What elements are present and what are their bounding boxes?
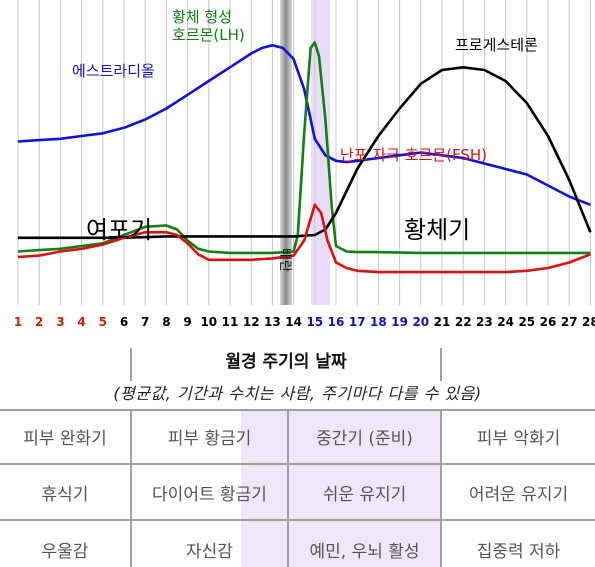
series-label-fsh: 난포 자극 호르몬(FSH)	[340, 146, 487, 164]
table-divider	[0, 519, 595, 521]
table-cell: 피부 악화기	[476, 429, 561, 449]
table-subtitle: (평균값, 기간과 수치는 사람, 주기마다 다를 수 있음)	[113, 384, 482, 403]
table-cell: 쉬운 유지기	[322, 485, 407, 505]
day-tick-label: 26	[540, 315, 557, 329]
series-line-0	[17, 43, 591, 207]
phase-label-luteal: 황체기	[404, 216, 470, 244]
day-tick-label: 24	[497, 315, 514, 329]
series-label-progesterone: 프로게스테론	[455, 36, 538, 54]
day-tick-label: 7	[141, 315, 149, 329]
day-tick-label: 21	[434, 315, 451, 329]
table-title: 월경 주기의 날짜	[225, 352, 347, 372]
day-tick-label: 14	[285, 315, 302, 329]
day-tick-label: 8	[162, 315, 170, 329]
phase-label-follicular: 여포기	[86, 216, 152, 244]
ovulation-band	[280, 0, 292, 305]
table-highlight-band	[241, 410, 289, 567]
series-label-lh-line2: 호르몬(LH)	[172, 26, 245, 44]
day-tick-label: 2	[35, 315, 43, 329]
day-tick-label: 23	[476, 315, 493, 329]
series-label-estradiol: 에스트라디올	[72, 62, 155, 80]
table-cell: 피부 완화기	[23, 429, 107, 449]
day-tick-label: 13	[264, 315, 281, 329]
day-tick-label: 15	[306, 315, 323, 329]
series-line-3	[17, 203, 591, 274]
day-tick-label: 12	[243, 315, 260, 329]
day-tick-label: 3	[56, 315, 64, 329]
day-tick-label: 11	[222, 315, 239, 329]
day-tick-label: 9	[183, 315, 191, 329]
table-cell: 휴식기	[41, 485, 89, 505]
day-tick-label: 16	[328, 315, 345, 329]
table-highlight-band-2	[289, 410, 442, 567]
table-cell: 어려운 유지기	[468, 485, 569, 505]
ovulation-label: 배란	[277, 248, 292, 272]
table-cell: 중간기 (준비)	[316, 429, 413, 449]
table-divider	[130, 409, 132, 567]
info-table	[0, 345, 595, 567]
day-tick-label: 10	[200, 315, 217, 329]
day-tick-label: 17	[349, 315, 366, 329]
day-tick-label: 4	[77, 315, 85, 329]
day-tick-label: 18	[370, 315, 387, 329]
series-label-lh-line1: 황체 형성	[172, 8, 232, 26]
day-tick-label: 20	[412, 315, 429, 329]
table-cell: 다이어트 황금기	[152, 485, 267, 505]
series-lines	[17, 41, 592, 274]
table-divider	[440, 348, 442, 381]
day-axis-labels: 1 2 3 4 5 6 7 8 9 10 11 12 13 14 15 16 17 18 19 20 21 22 23 24 2…	[14, 315, 595, 329]
table-cell: 피부 황금기	[167, 429, 252, 449]
table-divider	[0, 409, 595, 411]
table-divider	[287, 409, 289, 567]
table-cell: 집중력 저하	[476, 542, 561, 562]
table-cell: 자신감	[186, 542, 233, 562]
table-divider	[440, 409, 442, 567]
day-tick-label: 27	[561, 315, 578, 329]
table-divider	[130, 348, 132, 381]
series-line-1	[17, 41, 591, 255]
table-cell: 예민, 우뇌 활성	[309, 542, 420, 562]
day-tick-label: 5	[99, 315, 107, 329]
series-line-2	[18, 66, 592, 240]
day-tick-label: 25	[518, 315, 535, 329]
day-tick-label: 22	[455, 315, 472, 329]
hormone-chart: 에스트라디올 황체 형성 호르몬(LH) 프로게스테론 난포 자극 호르몬(FS…	[14, 0, 595, 329]
day-tick-label: 6	[120, 315, 128, 329]
table-cell: 우울감	[41, 542, 89, 562]
day-tick-label: 19	[391, 315, 408, 329]
day-tick-label: 1	[14, 315, 22, 329]
day-tick-label: 28	[582, 315, 595, 329]
table-divider	[0, 463, 595, 465]
